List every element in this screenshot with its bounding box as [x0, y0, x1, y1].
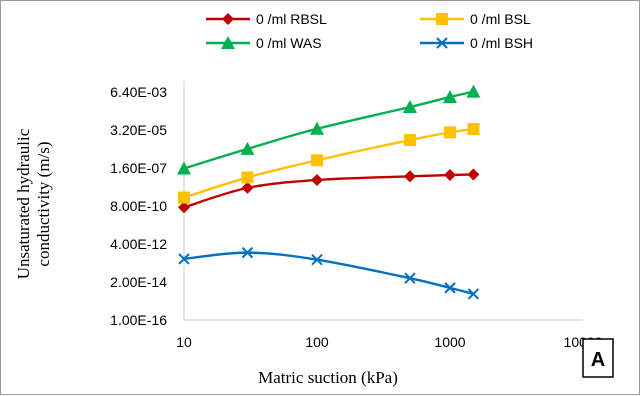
x-axis-title: Matric suction (kPa): [258, 368, 398, 387]
data-point: [177, 161, 191, 175]
legend-item: 0 /ml WAS: [206, 35, 322, 51]
legend-item: 0 /ml BSL: [420, 11, 531, 27]
panel-label: A: [591, 349, 605, 371]
data-point: [178, 253, 190, 265]
y-tick-label: 6.40E-03: [110, 84, 167, 100]
data-point: [222, 13, 234, 25]
panel-label-box: [582, 338, 614, 378]
data-point: [178, 201, 190, 214]
data-point: [241, 171, 254, 184]
y-tick-label: 8.00E-10: [110, 198, 167, 214]
data-point: [467, 168, 480, 181]
data-point: [221, 36, 235, 49]
data-point: [310, 121, 324, 135]
x-tick-label: 1000: [434, 334, 465, 350]
series-line: [183, 251, 474, 296]
y-axis-title-line2: conductivity (m/s): [34, 141, 53, 266]
y-tick-label: 1.60E-07: [110, 160, 167, 176]
data-point: [402, 100, 417, 114]
data-point: [467, 288, 480, 300]
data-point: [436, 13, 448, 25]
series-0-ml-bsh: [178, 246, 480, 300]
y-tick-label: 1.00E-16: [110, 312, 167, 328]
legend-label: 0 /ml WAS: [256, 35, 322, 51]
series-0-ml-rbsl: [178, 168, 480, 214]
y-axis-title-line1: Unsaturated hydraulic: [14, 128, 33, 279]
data-point: [241, 181, 254, 194]
data-point: [436, 37, 448, 49]
data-point: [443, 89, 457, 103]
x-tick-label: 10: [176, 334, 192, 350]
legend-item: 0 /ml RBSL: [206, 11, 327, 27]
data-point: [444, 169, 456, 182]
data-point: [467, 122, 480, 135]
data-point: [241, 246, 254, 259]
y-axis-title: Unsaturated hydraulic conductivity (m/s): [14, 128, 53, 279]
series-line: [183, 127, 474, 199]
data-point: [444, 126, 456, 139]
data-point: [466, 84, 481, 98]
legend-label: 0 /ml BSH: [470, 35, 533, 51]
data-point: [403, 170, 416, 183]
data-point: [311, 174, 323, 187]
data-point: [404, 272, 416, 284]
legend-item: 0 /ml BSH: [420, 35, 533, 51]
y-tick-label: 4.00E-12: [110, 236, 167, 252]
legend-label: 0 /ml BSL: [470, 11, 531, 27]
legend-label: 0 /ml RBSL: [256, 11, 327, 27]
data-point: [403, 134, 416, 147]
series-0-ml-bsl: [178, 122, 480, 204]
data-point: [178, 191, 190, 204]
data-point: [311, 253, 323, 266]
data-point: [311, 154, 323, 167]
series-0-ml-was: [177, 84, 481, 175]
data-point: [240, 141, 255, 155]
y-tick-label: 3.20E-05: [110, 122, 167, 138]
x-tick-label: 100: [305, 334, 329, 350]
series-line: [183, 173, 474, 209]
data-point: [444, 282, 456, 294]
y-tick-label: 2.00E-14: [110, 274, 167, 290]
